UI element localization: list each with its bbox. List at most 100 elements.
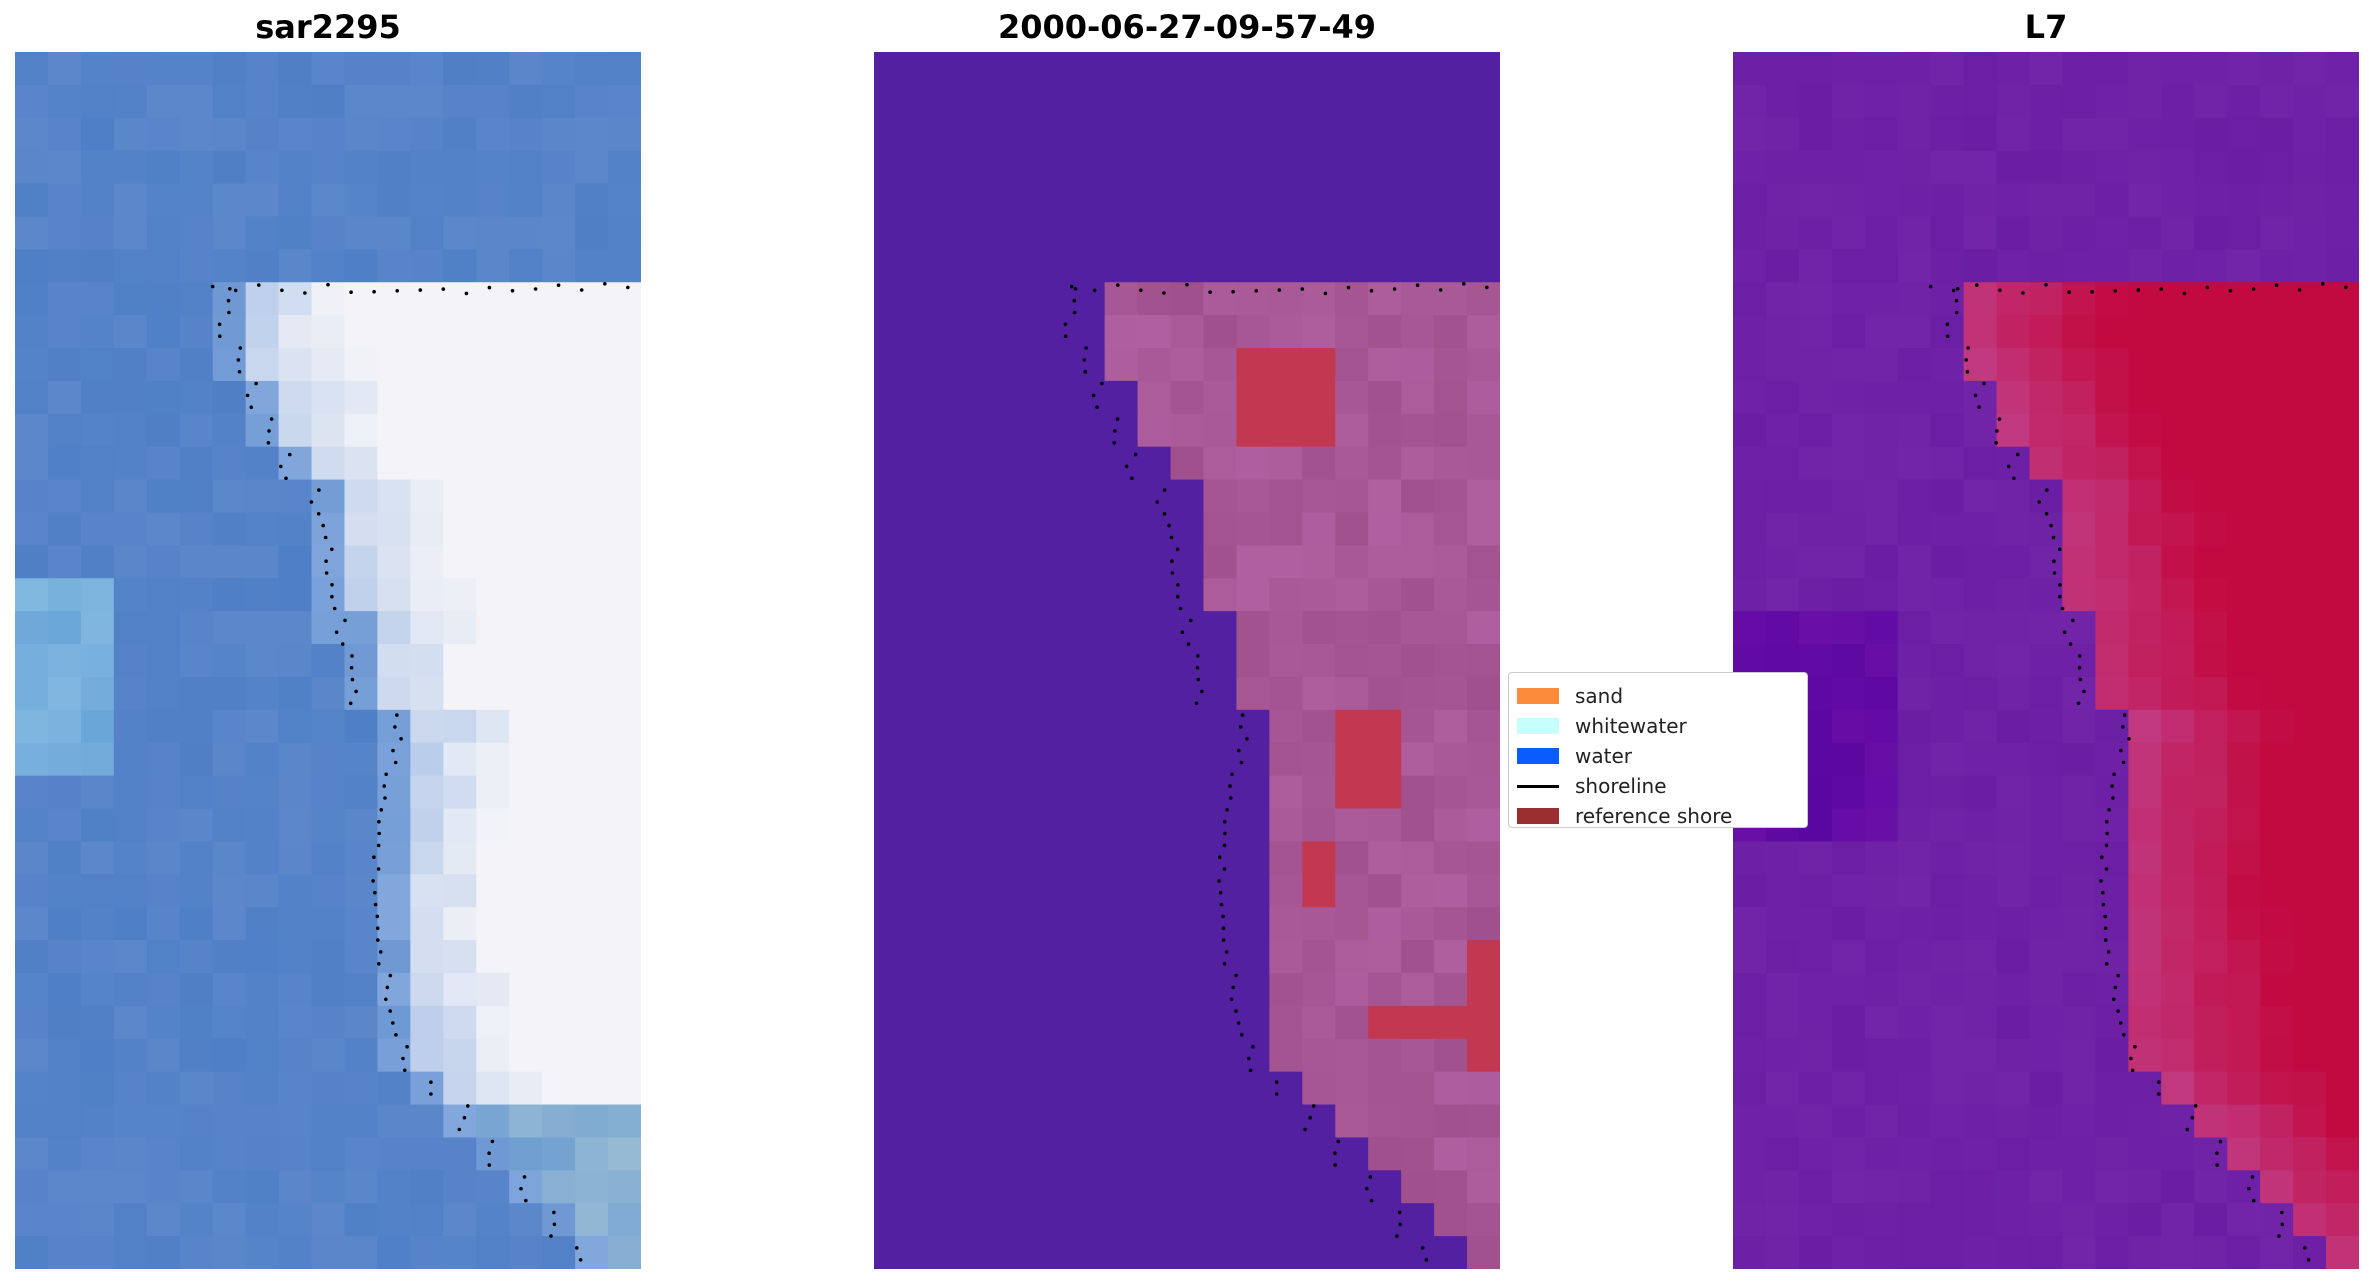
pixel — [245, 940, 280, 974]
pixel — [410, 413, 444, 448]
pixel — [1005, 84, 1040, 119]
pixel — [1170, 52, 1205, 86]
pixel — [1831, 841, 1866, 875]
pixel — [2293, 216, 2327, 250]
pixel — [608, 348, 641, 382]
shoreline-dot — [1072, 310, 1077, 315]
shoreline-dot — [2037, 500, 2041, 504]
pixel — [2095, 413, 2129, 448]
pixel — [1831, 183, 1866, 218]
pixel — [146, 1038, 181, 1073]
pixel — [311, 84, 346, 119]
pixel — [1897, 413, 1932, 448]
pixel — [1963, 216, 1998, 250]
pixel — [1996, 940, 2031, 974]
pixel — [608, 1170, 641, 1204]
shoreline-dot — [2051, 535, 2056, 540]
pixel — [1401, 611, 1435, 645]
shoreline-dot — [2119, 748, 2123, 753]
shoreline-dot — [2228, 288, 2233, 293]
pixel — [906, 512, 941, 546]
pixel — [2062, 315, 2097, 349]
pixel — [476, 249, 510, 283]
pixel — [212, 709, 247, 744]
shoreline-dot — [372, 289, 376, 294]
pixel — [113, 775, 148, 810]
pixel — [1996, 117, 2031, 152]
pixel — [1434, 84, 1468, 119]
pixel — [377, 446, 411, 481]
pixel — [245, 413, 280, 448]
pixel — [1930, 1170, 1965, 1204]
pixel — [179, 216, 214, 250]
shoreline-dot — [1973, 393, 1978, 398]
pixel — [1302, 808, 1336, 842]
pixel — [1104, 742, 1139, 777]
pixel — [47, 841, 82, 875]
pixel — [1798, 446, 1833, 481]
shoreline-dot — [2082, 689, 2086, 694]
pixel — [972, 282, 1007, 316]
pixel — [311, 611, 346, 645]
pixel — [278, 479, 313, 514]
pixel — [476, 545, 510, 579]
pixel — [2029, 446, 2064, 481]
pixel — [1864, 479, 1899, 514]
pixel — [1798, 972, 1833, 1007]
pixel — [1401, 709, 1435, 744]
pixel — [2062, 676, 2097, 711]
pixel — [1236, 84, 1270, 119]
pixel — [1831, 874, 1866, 908]
pixel — [146, 874, 181, 908]
pixel — [80, 940, 115, 974]
pixel — [443, 216, 477, 250]
pixel — [1335, 512, 1369, 546]
pixel — [1434, 940, 1468, 974]
pixel — [2062, 611, 2097, 645]
pixel — [939, 1104, 974, 1139]
pixel — [1302, 1071, 1336, 1106]
pixel — [2326, 1236, 2359, 1269]
pixel — [1038, 282, 1073, 316]
pixel — [1831, 1137, 1866, 1171]
pixel — [542, 775, 576, 810]
pixel — [1302, 512, 1336, 546]
pixel — [2128, 841, 2162, 875]
pixel — [410, 742, 444, 777]
pixel — [1170, 676, 1205, 711]
pixel — [874, 52, 908, 86]
pixel — [1733, 84, 1767, 119]
pixel — [1170, 446, 1205, 481]
pixel — [1335, 249, 1369, 283]
pixel — [2227, 84, 2261, 119]
pixel — [344, 52, 379, 86]
shoreline-dot — [1965, 369, 1970, 374]
pixel — [1831, 216, 1866, 250]
pixel — [1930, 644, 1965, 678]
pixel — [2227, 676, 2261, 711]
shoreline-dot — [552, 1222, 557, 1227]
pixel — [1897, 380, 1932, 415]
pixel — [1302, 1005, 1336, 1040]
pixel — [2227, 611, 2261, 645]
pixel — [1798, 282, 1833, 316]
pixel — [476, 1005, 510, 1040]
pixel — [245, 52, 280, 86]
pixel — [1236, 183, 1270, 218]
pixel — [1765, 52, 1800, 86]
pixel — [608, 1104, 641, 1139]
pixel — [1798, 117, 1833, 152]
pixel — [2029, 775, 2064, 810]
pixel — [1203, 512, 1238, 546]
pixel — [972, 315, 1007, 349]
pixel — [608, 117, 641, 152]
pixel — [15, 1203, 49, 1237]
pixel — [2062, 1005, 2097, 1040]
pixel — [972, 1170, 1007, 1204]
shoreline-dot — [1221, 938, 1226, 942]
shoreline-dot — [2104, 867, 2109, 871]
pixel — [1335, 315, 1369, 349]
pixel — [1203, 84, 1238, 119]
pixel — [179, 1137, 214, 1171]
pixel — [1335, 413, 1369, 448]
